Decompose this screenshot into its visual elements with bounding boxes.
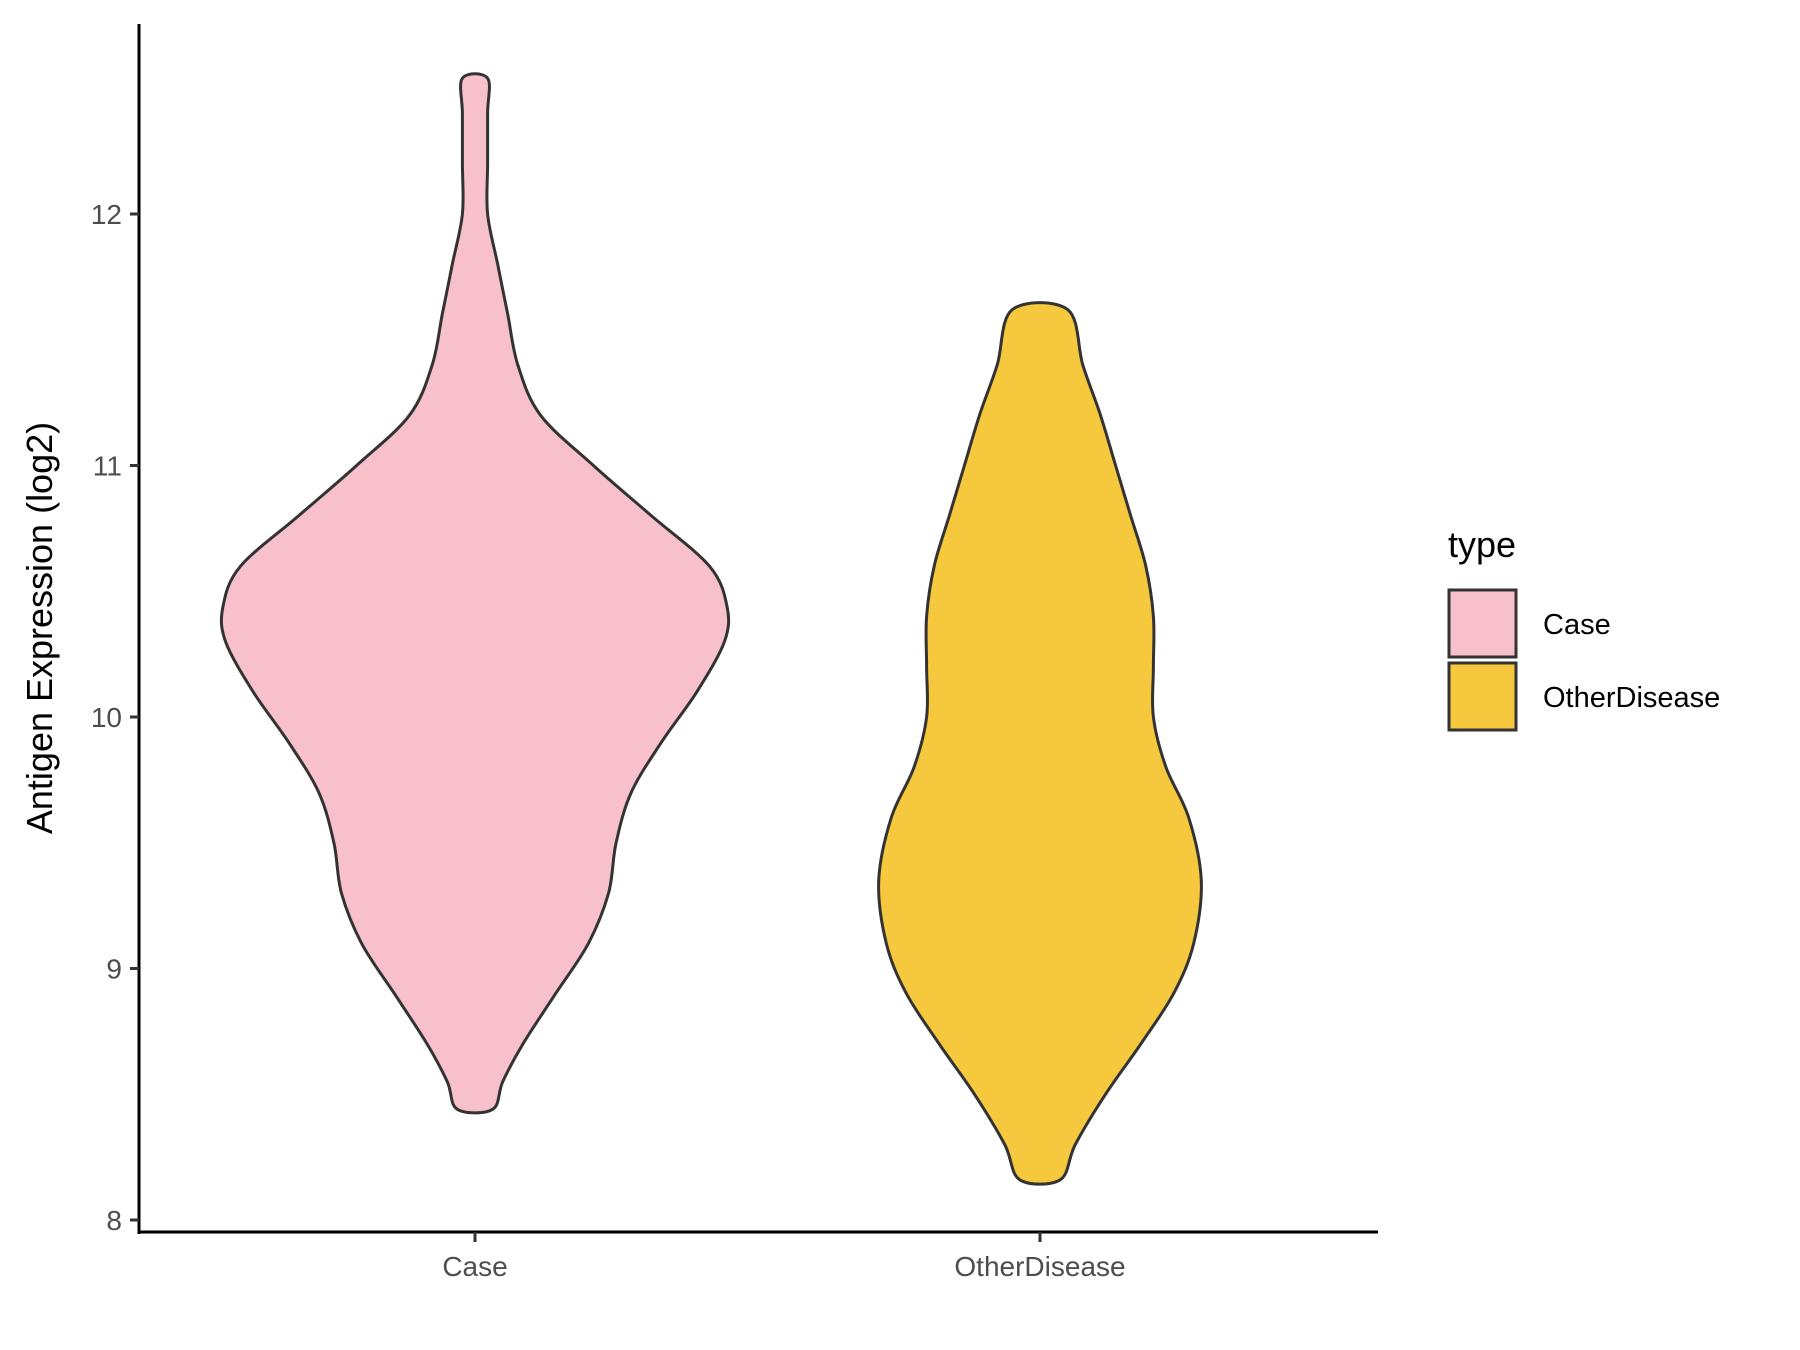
y-tick-label: 9 — [106, 954, 122, 985]
plot-area — [219, 72, 1203, 1186]
ticks: 8 9 10 11 12 Case OtherDisease — [91, 199, 1126, 1282]
axes — [137, 24, 1378, 1234]
legend-key-case — [1447, 588, 1518, 659]
legend-key-otherdisease — [1447, 661, 1518, 732]
y-tick-label: 8 — [106, 1205, 122, 1236]
violin-otherdisease — [877, 301, 1203, 1186]
y-tick-label: 10 — [91, 702, 122, 733]
x-tick-label: Case — [442, 1251, 507, 1282]
violin-case — [219, 72, 731, 1115]
legend: type Case OtherDisease — [1447, 524, 1720, 732]
legend-label-otherdisease: OtherDisease — [1543, 682, 1720, 714]
legend-label-case: Case — [1543, 609, 1611, 641]
legend-title: type — [1448, 524, 1516, 565]
x-tick-label: OtherDisease — [954, 1251, 1125, 1282]
y-tick-label: 11 — [93, 451, 122, 482]
y-axis-title: Antigen Expression (log2) — [19, 422, 60, 834]
y-tick-label: 12 — [91, 199, 122, 230]
